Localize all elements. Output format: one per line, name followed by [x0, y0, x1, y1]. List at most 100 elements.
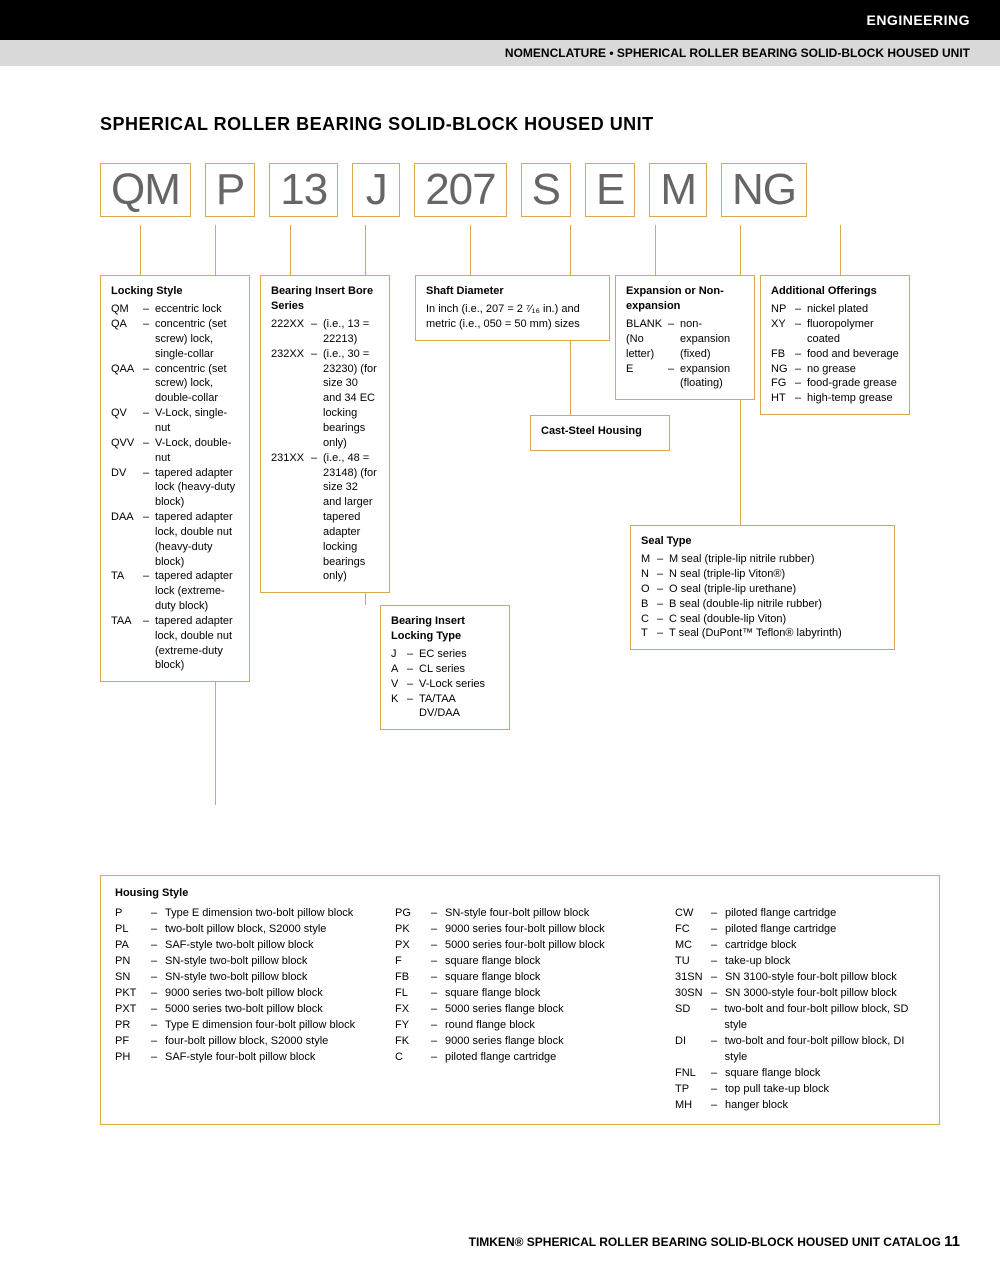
housing-description: SAF-style four-bolt pillow block	[165, 1050, 315, 1066]
housing-description: take-up block	[725, 954, 790, 970]
dash: –	[795, 302, 807, 317]
dash: –	[711, 938, 725, 954]
housing-code: FX	[395, 1002, 431, 1018]
housing-row: FK–9000 series flange block	[395, 1034, 645, 1050]
dash: –	[657, 582, 669, 597]
definition-row: QVV–V-Lock, double-nut	[111, 436, 239, 466]
housing-code: PR	[115, 1018, 151, 1034]
page-footer: TIMKEN® SPHERICAL ROLLER BEARING SOLID-B…	[469, 1233, 960, 1250]
dash: –	[151, 1002, 165, 1018]
housing-description: piloted flange cartridge	[445, 1050, 556, 1066]
expansion-box: Expansion or Non-expansion BLANK (No let…	[615, 275, 755, 400]
code-description: non-expansion (fixed)	[680, 317, 744, 362]
expansion-heading: Expansion or Non-expansion	[626, 284, 744, 314]
housing-description: 5000 series flange block	[445, 1002, 564, 1018]
housing-code: FC	[675, 922, 711, 938]
dash: –	[151, 938, 165, 954]
definition-row: NP–nickel plated	[771, 302, 899, 317]
code-j: J	[352, 163, 400, 217]
housing-code: C	[395, 1050, 431, 1066]
dash: –	[151, 1050, 165, 1066]
dash: –	[143, 436, 155, 466]
housing-description: 5000 series two-bolt pillow block	[165, 1002, 323, 1018]
housing-description: piloted flange cartridge	[725, 906, 836, 922]
page-title: SPHERICAL ROLLER BEARING SOLID-BLOCK HOU…	[100, 114, 940, 135]
housing-code: DI	[675, 1034, 711, 1066]
dash: –	[143, 317, 155, 362]
housing-code: MH	[675, 1098, 711, 1114]
dash: –	[668, 317, 680, 362]
code-label: 222XX	[271, 317, 311, 347]
definition-row: K–TA/TAA DV/DAA	[391, 692, 499, 722]
housing-code: 30SN	[675, 986, 711, 1002]
dash: –	[431, 906, 445, 922]
connector-line	[470, 225, 471, 275]
code-label: DAA	[111, 510, 143, 569]
code-description: tapered adapter lock (extreme-duty block…	[155, 569, 239, 614]
housing-code: PK	[395, 922, 431, 938]
definition-row: A–CL series	[391, 662, 499, 677]
dash: –	[151, 1018, 165, 1034]
code-label: TAA	[111, 614, 143, 673]
definition-row: HT–high-temp grease	[771, 391, 899, 406]
code-description: concentric (set screw) lock, double-coll…	[155, 362, 239, 407]
housing-code: SN	[115, 970, 151, 986]
housing-code: PL	[115, 922, 151, 938]
dash: –	[795, 391, 807, 406]
dash: –	[711, 1002, 724, 1034]
code-description: (i.e., 48 = 23148) (for size 32 and larg…	[323, 451, 379, 585]
code-s: S	[521, 163, 571, 217]
code-label: B	[641, 597, 657, 612]
housing-description: SAF-style two-bolt pillow block	[165, 938, 314, 954]
dash: –	[431, 1034, 445, 1050]
dash: –	[711, 970, 725, 986]
dash: –	[431, 1018, 445, 1034]
code-label: FB	[771, 347, 795, 362]
definition-row: TA–tapered adapter lock (extreme-duty bl…	[111, 569, 239, 614]
code-label: K	[391, 692, 407, 722]
locking-type-box: Bearing Insert Locking Type J–EC seriesA…	[380, 605, 510, 730]
housing-row: 30SN–SN 3000-style four-bolt pillow bloc…	[675, 986, 925, 1002]
code-description: (i.e., 13 = 22213)	[323, 317, 379, 347]
dash: –	[431, 1002, 445, 1018]
connector-line	[290, 225, 291, 275]
housing-row: 31SN–SN 3100-style four-bolt pillow bloc…	[675, 970, 925, 986]
housing-description: hanger block	[725, 1098, 788, 1114]
definition-row: J–EC series	[391, 647, 499, 662]
seal-heading: Seal Type	[641, 534, 884, 549]
housing-row: DI–two-bolt and four-bolt pillow block, …	[675, 1034, 925, 1066]
housing-code: MC	[675, 938, 711, 954]
connector-line	[655, 225, 656, 275]
code-description: tapered adapter lock, double nut (heavy-…	[155, 510, 239, 569]
housing-code: PKT	[115, 986, 151, 1002]
definition-row: DV–tapered adapter lock (heavy-duty bloc…	[111, 466, 239, 511]
housing-code: PX	[395, 938, 431, 954]
housing-code: PXT	[115, 1002, 151, 1018]
dash: –	[795, 362, 807, 377]
definition-row: N–N seal (triple-lip Viton®)	[641, 567, 884, 582]
definition-row: QA–concentric (set screw) lock, single-c…	[111, 317, 239, 362]
housing-description: round flange block	[445, 1018, 535, 1034]
cast-steel-text: Cast-Steel Housing	[541, 424, 659, 439]
code-label: BLANK (No letter)	[626, 317, 668, 362]
housing-row: TU–take-up block	[675, 954, 925, 970]
housing-description: SN-style four-bolt pillow block	[445, 906, 589, 922]
dash: –	[711, 922, 725, 938]
code-label: V	[391, 677, 407, 692]
dash: –	[143, 362, 155, 407]
code-description: T seal (DuPont™ Teflon® labyrinth)	[669, 626, 884, 641]
additional-heading: Additional Offerings	[771, 284, 899, 299]
connector-line	[840, 225, 841, 275]
code-label: DV	[111, 466, 143, 511]
housing-code: FL	[395, 986, 431, 1002]
code-label: A	[391, 662, 407, 677]
housing-description: 9000 series four-bolt pillow block	[445, 922, 605, 938]
code-label: 231XX	[271, 451, 311, 585]
code-description: M seal (triple-lip nitrile rubber)	[669, 552, 884, 567]
seal-type-box: Seal Type M–M seal (triple-lip nitrile r…	[630, 525, 895, 650]
dash: –	[151, 1034, 165, 1050]
housing-row: CW–piloted flange cartridge	[675, 906, 925, 922]
code-boxes-row: QM P 13 J 207 S E M NG	[100, 163, 940, 217]
housing-description: 9000 series flange block	[445, 1034, 564, 1050]
housing-row: PA–SAF-style two-bolt pillow block	[115, 938, 365, 954]
